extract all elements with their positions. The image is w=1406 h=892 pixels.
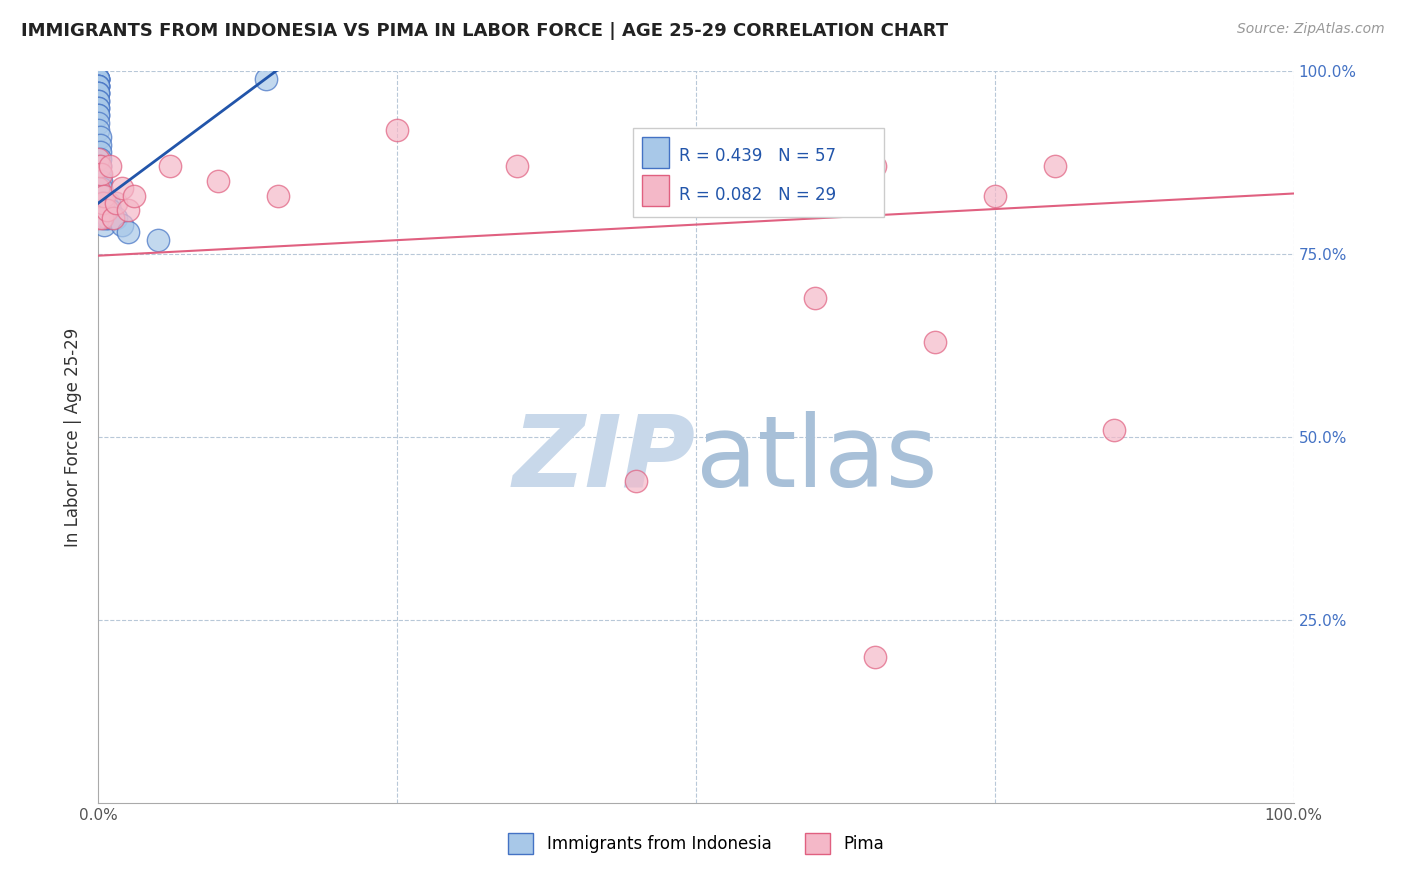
Text: ZIP: ZIP [513,410,696,508]
Point [91,196,114,211]
Point [98,160,122,174]
Point [87,181,110,195]
Point [89,152,111,166]
Point [90,203,112,218]
Point [148,233,170,247]
Point [98,203,122,218]
Point [626,474,648,488]
Point [97,211,120,225]
Point [91,211,114,225]
Point [87,152,110,166]
Point [87,108,110,122]
Point [267,188,290,202]
Point [89,160,111,174]
Point [105,196,128,211]
Point [1043,160,1066,174]
Text: R = 0.439   N = 57: R = 0.439 N = 57 [679,147,837,165]
Point [105,211,128,225]
Text: IMMIGRANTS FROM INDONESIA VS PIMA IN LABOR FORCE | AGE 25-29 CORRELATION CHART: IMMIGRANTS FROM INDONESIA VS PIMA IN LAB… [21,22,948,40]
Point [87,115,110,129]
Point [865,160,887,174]
Point [87,108,110,122]
Point [89,145,111,159]
Point [91,203,114,218]
Y-axis label: In Labor Force | Age 25-29: In Labor Force | Age 25-29 [65,327,83,547]
Point [87,78,110,93]
Point [87,78,110,93]
Point [87,211,110,225]
Point [91,188,114,202]
Point [87,87,110,101]
Point [117,225,139,239]
Point [87,78,110,93]
Point [87,71,110,86]
Point [87,101,110,115]
Point [89,196,111,211]
Text: Source: ZipAtlas.com: Source: ZipAtlas.com [1237,22,1385,37]
Point [89,167,111,181]
Point [90,188,112,202]
Point [924,334,946,349]
Point [89,130,111,145]
Point [93,211,115,225]
Legend: Immigrants from Indonesia, Pima: Immigrants from Indonesia, Pima [502,827,890,860]
Point [111,181,134,195]
Point [87,71,110,86]
Point [91,211,114,225]
Point [87,94,110,108]
Point [745,188,768,202]
Point [207,174,229,188]
Point [89,174,111,188]
Point [91,196,114,211]
Point [87,87,110,101]
Point [87,123,110,137]
Text: R = 0.082   N = 29: R = 0.082 N = 29 [679,186,837,203]
Point [93,203,115,218]
Point [87,101,110,115]
Point [89,188,111,202]
Point [93,218,115,232]
Point [87,94,110,108]
Point [87,71,110,86]
Point [90,174,112,188]
Point [90,196,112,211]
Point [89,160,111,174]
Point [90,167,112,181]
Point [101,211,124,225]
Point [506,160,529,174]
Point [91,196,114,211]
Point [124,188,146,202]
Point [94,196,117,211]
Point [865,649,887,664]
Point [117,203,139,218]
Point [98,196,121,211]
Point [94,211,117,225]
Point [984,188,1007,202]
Point [87,78,110,93]
Point [254,71,277,86]
Point [96,203,118,218]
Point [96,203,118,218]
Point [385,123,409,137]
Point [804,291,827,305]
Point [91,211,114,225]
Point [91,203,114,218]
Point [93,188,115,202]
Point [1104,423,1126,437]
Point [89,181,111,195]
Point [159,160,181,174]
Point [111,218,134,232]
Point [101,211,124,225]
Point [87,71,110,86]
Point [90,181,112,195]
Text: atlas: atlas [696,410,938,508]
Point [89,137,111,152]
Point [87,87,110,101]
Point [87,71,110,86]
